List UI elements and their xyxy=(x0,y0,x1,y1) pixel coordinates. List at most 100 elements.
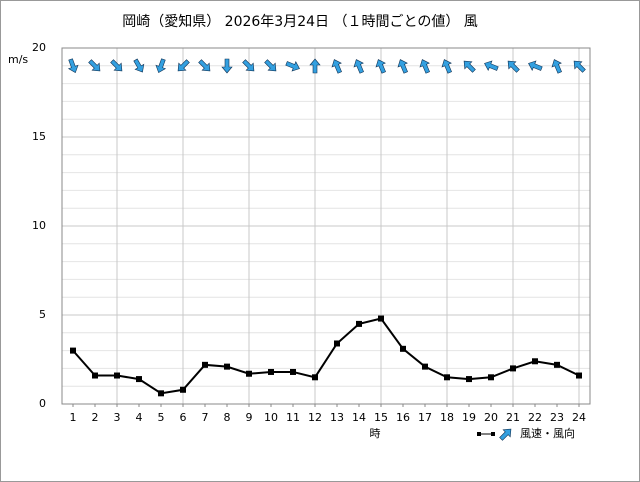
x-tick-label: 16 xyxy=(396,411,410,424)
wind-arrow xyxy=(441,59,452,74)
arrow-shape xyxy=(155,58,167,74)
data-point xyxy=(224,363,230,370)
wind-arrow xyxy=(264,59,277,72)
x-tick-label: 5 xyxy=(158,411,165,424)
legend-marker xyxy=(477,432,481,436)
wind-arrow xyxy=(221,58,233,74)
y-tick-label: 15 xyxy=(32,130,46,143)
arrow-shape xyxy=(285,61,300,72)
wind-arrow xyxy=(155,58,167,74)
data-point xyxy=(70,347,76,354)
data-point xyxy=(92,372,98,379)
legend-arrow xyxy=(499,428,512,441)
legend: 風速・風向 xyxy=(477,426,575,441)
arrow-shape xyxy=(419,59,430,74)
data-point xyxy=(290,368,296,375)
data-point xyxy=(202,361,208,368)
y-axis-label: m/s xyxy=(8,53,28,66)
y-tick-label: 5 xyxy=(39,308,46,321)
data-point xyxy=(488,374,494,381)
wind-arrow xyxy=(88,59,101,72)
data-point xyxy=(356,320,362,327)
wind-arrow xyxy=(242,59,255,72)
wind-arrow xyxy=(375,59,386,74)
data-point xyxy=(466,376,472,383)
legend-label: 風速・風向 xyxy=(520,426,575,440)
y-tick-label: 10 xyxy=(32,219,46,232)
wind-arrow xyxy=(67,58,79,74)
x-tick-label: 18 xyxy=(440,411,454,424)
data-point xyxy=(136,376,142,383)
data-point xyxy=(378,315,384,322)
x-axis-label: 時 xyxy=(370,427,381,440)
wind-arrow xyxy=(507,60,520,73)
wind-arrow xyxy=(551,59,562,74)
data-point xyxy=(312,374,318,381)
arrow-shape xyxy=(375,59,386,74)
x-tick-label: 11 xyxy=(286,411,300,424)
data-point xyxy=(554,361,560,368)
x-tick-label: 7 xyxy=(202,411,209,424)
wind-arrow xyxy=(573,60,586,73)
wind-arrow xyxy=(331,59,342,74)
x-tick-label: 1 xyxy=(70,411,77,424)
data-point xyxy=(334,340,340,347)
x-tick-label: 3 xyxy=(114,411,121,424)
data-point xyxy=(510,365,516,372)
arrow-shape xyxy=(88,59,101,72)
arrow-shape xyxy=(528,60,543,71)
x-tick-label: 23 xyxy=(550,411,564,424)
x-tick-label: 13 xyxy=(330,411,344,424)
x-tick-label: 2 xyxy=(92,411,99,424)
arrow-shape xyxy=(133,58,145,73)
arrow-shape xyxy=(242,59,255,72)
wind-arrow xyxy=(309,58,321,74)
plot-border xyxy=(61,47,591,405)
x-tick-label: 9 xyxy=(246,411,253,424)
arrow-shape xyxy=(441,59,452,74)
data-point xyxy=(158,390,164,397)
data-point xyxy=(400,345,406,352)
wind-arrow xyxy=(177,59,190,72)
data-point xyxy=(246,370,252,377)
x-tick-label: 22 xyxy=(528,411,542,424)
data-point xyxy=(268,368,274,375)
wind-arrow xyxy=(397,59,408,74)
x-tick-label: 21 xyxy=(506,411,520,424)
x-tick-label: 4 xyxy=(136,411,143,424)
arrow-shape xyxy=(331,59,342,74)
arrow-shape xyxy=(353,59,364,74)
wind-arrow xyxy=(463,60,476,73)
x-tick-label: 19 xyxy=(462,411,476,424)
data-point xyxy=(114,372,120,379)
data-point xyxy=(444,374,450,381)
arrow-shape xyxy=(177,59,190,72)
arrow-shape xyxy=(221,58,233,74)
x-tick-label: 15 xyxy=(374,411,388,424)
wind-arrow xyxy=(133,58,145,73)
x-tick-label: 14 xyxy=(352,411,366,424)
arrow-shape xyxy=(551,59,562,74)
series-line xyxy=(72,317,580,395)
x-tick-label: 24 xyxy=(572,411,586,424)
legend-marker xyxy=(491,432,495,436)
y-tick-label: 20 xyxy=(32,41,46,54)
x-tick-label: 8 xyxy=(224,411,231,424)
x-tick-label: 20 xyxy=(484,411,498,424)
wind-arrow xyxy=(484,60,499,71)
wind-arrow xyxy=(419,59,430,74)
wind-arrow xyxy=(528,60,543,71)
arrow-shape xyxy=(198,59,211,72)
arrow-shape xyxy=(264,59,277,72)
data-point xyxy=(576,372,582,379)
x-tick-label: 6 xyxy=(180,411,187,424)
x-tick-label: 17 xyxy=(418,411,432,424)
data-point xyxy=(422,363,428,370)
arrow-shape xyxy=(309,58,321,74)
wind-arrow xyxy=(110,59,123,72)
x-tick-label: 10 xyxy=(264,411,278,424)
wind-arrow xyxy=(353,59,364,74)
arrow-shape xyxy=(397,59,408,74)
chart-title: 岡崎（愛知県） 2026年3月24日 （１時間ごとの値） 風 xyxy=(122,13,478,30)
